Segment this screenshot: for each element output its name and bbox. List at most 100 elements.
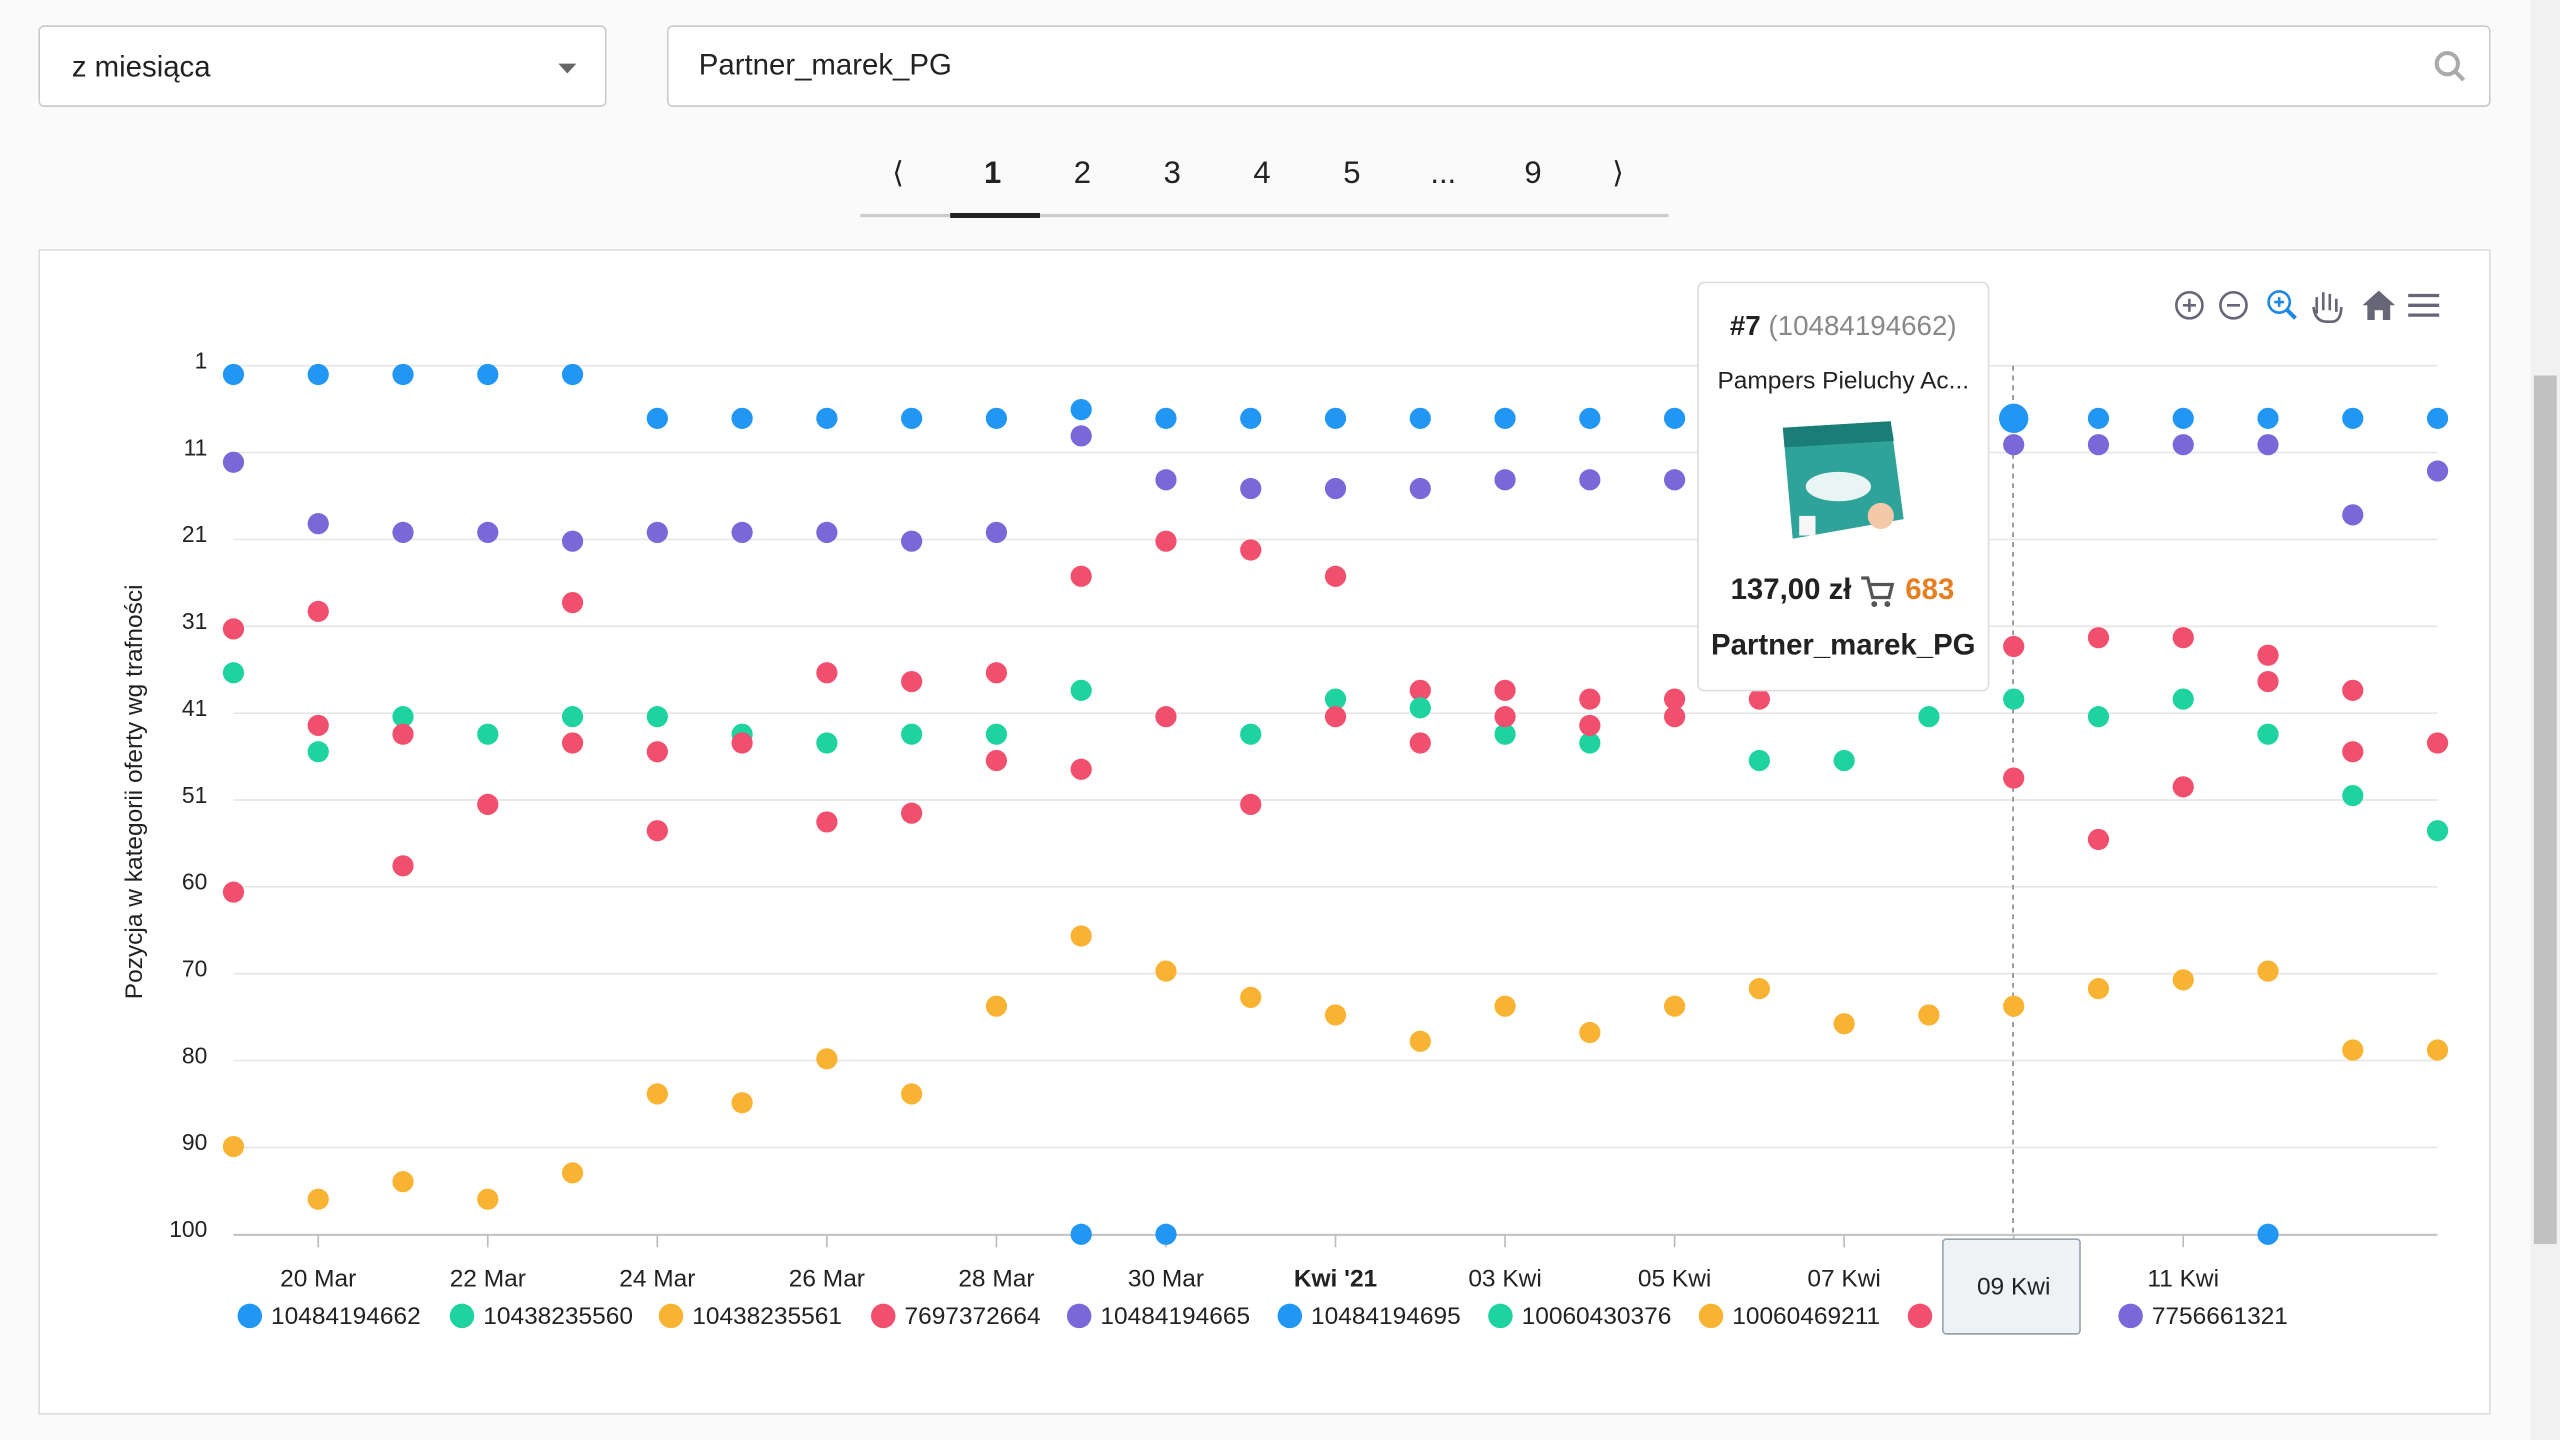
legend-label[interactable]: 10484194695 [1311, 1303, 1461, 1330]
point [2257, 644, 2279, 666]
legend-marker[interactable] [1907, 1303, 1933, 1329]
point [985, 662, 1008, 684]
search-input[interactable] [666, 25, 2491, 107]
point [1070, 758, 1092, 780]
legend-label[interactable]: 10484194662 [271, 1303, 421, 1330]
point [1155, 407, 1177, 429]
zoom-in-button[interactable] [2175, 290, 2204, 320]
page-prev[interactable]: ⟨ [892, 156, 903, 189]
point [1663, 706, 1686, 728]
scrollbar-thumb[interactable] [2533, 375, 2557, 1245]
point [646, 741, 668, 763]
x-axis-labels: 20 Mar 22 Mar 24 Mar 26 Mar 28 Mar 30 Mar Kwi … [280, 1265, 2219, 1300]
x-tick-label: 05 Kwi [1638, 1265, 1711, 1292]
x-tick-label: 11 Kwi [2147, 1265, 2219, 1292]
pagination: ⟨ 1 2 3 4 5... 9 ⟩ [892, 155, 1623, 190]
legend-marker[interactable] [1066, 1303, 1092, 1329]
page-link[interactable]: ... [1430, 155, 1456, 190]
point [646, 706, 668, 728]
y-axis-title: Pozycja w kategorii oferty wg trafności [121, 584, 148, 999]
legend-marker[interactable] [871, 1303, 896, 1329]
page-link[interactable]: 5 [1343, 155, 1360, 190]
legend-marker[interactable] [1698, 1303, 1724, 1329]
legend-label[interactable]: 7697372664 [904, 1303, 1040, 1330]
point [731, 1092, 753, 1114]
dropdown-arrow [558, 63, 577, 74]
point [1070, 1223, 1092, 1245]
tooltip-id: (10484194662) [1768, 310, 1956, 341]
x-tick-label: 07 Kwi [1807, 1265, 1880, 1292]
menu-button[interactable] [2408, 293, 2440, 317]
page-link[interactable]: 4 [1253, 155, 1270, 190]
point [1409, 679, 1431, 701]
cart-icon [1861, 576, 1895, 608]
legend-label[interactable]: 10484194665 [1100, 1303, 1250, 1330]
y-tick-label: 11 [184, 434, 208, 460]
point [1324, 565, 1347, 587]
point [392, 363, 414, 386]
legend-marker[interactable] [449, 1303, 475, 1329]
y-tick-label: 90 [182, 1129, 207, 1155]
point [646, 820, 668, 842]
point [2087, 627, 2110, 649]
page-link[interactable]: 2 [1074, 155, 1091, 190]
point [1579, 407, 1601, 429]
legend-label[interactable]: 10438235560 [483, 1303, 633, 1330]
point [392, 855, 414, 877]
point [2426, 407, 2449, 429]
tooltip-seller: Partner_marek_PG [1711, 628, 1976, 661]
legend-marker[interactable] [237, 1303, 263, 1329]
point [2342, 1039, 2364, 1061]
point [307, 714, 329, 737]
point [816, 1048, 838, 1070]
y-tick-label: 41 [182, 695, 207, 721]
page-link[interactable]: 3 [1164, 155, 1181, 190]
search-icon[interactable] [2434, 51, 2466, 82]
legend-marker[interactable] [1488, 1303, 1513, 1329]
point [1240, 986, 1262, 1009]
page-link[interactable]: 1 [984, 155, 1001, 190]
point [1748, 688, 1770, 710]
point [2426, 1039, 2449, 1061]
period-select[interactable] [38, 25, 607, 107]
point [901, 723, 923, 745]
point [477, 521, 499, 544]
point [1070, 925, 1092, 947]
point [1070, 679, 1092, 701]
y-tick-label: 70 [182, 955, 207, 981]
point [477, 723, 499, 745]
point [2257, 407, 2279, 429]
point [1494, 407, 1516, 429]
selection-zoom-button[interactable] [2267, 290, 2297, 320]
point [1324, 407, 1347, 429]
page-next[interactable]: ⟩ [1612, 156, 1623, 189]
point [1324, 1004, 1347, 1026]
legend-label[interactable]: 7756661321 [2152, 1303, 2288, 1330]
tooltip-product: Pampers Pieluchy Ac... [1717, 368, 1969, 395]
point [816, 732, 838, 754]
point [2426, 820, 2449, 842]
point [222, 662, 245, 684]
point [1663, 688, 1686, 710]
legend-label[interactable]: 10060469211 [1732, 1303, 1880, 1330]
page-link[interactable]: 9 [1524, 155, 1541, 190]
point [561, 530, 584, 552]
point [901, 670, 923, 693]
point [1070, 565, 1092, 587]
tooltip: #7 (10484194662) Pampers Pieluchy Ac... … [1697, 281, 1990, 692]
legend-marker[interactable] [658, 1303, 684, 1329]
point [646, 407, 668, 429]
point [901, 407, 923, 429]
point [307, 513, 329, 535]
legend-marker[interactable] [1277, 1303, 1303, 1329]
pan-button[interactable] [2312, 292, 2343, 323]
chart-panel [38, 248, 2491, 1415]
x-tick-label: 28 Mar [958, 1265, 1034, 1292]
legend-marker[interactable] [2118, 1303, 2143, 1329]
legend-label[interactable]: 10438235561 [692, 1303, 842, 1330]
zoom-out-button[interactable] [2219, 290, 2248, 320]
legend-label[interactable]: 10060430376 [1522, 1303, 1672, 1330]
point [1155, 960, 1177, 982]
